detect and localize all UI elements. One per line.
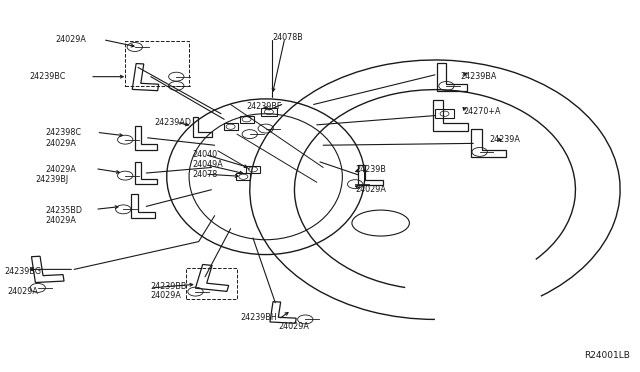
Text: 24029A: 24029A [45, 165, 76, 174]
Text: 24239B: 24239B [355, 165, 386, 174]
Text: 24049A: 24049A [192, 160, 223, 169]
Text: 24239A: 24239A [489, 135, 520, 144]
Text: 242398C: 242398C [45, 128, 81, 137]
Text: 24029A: 24029A [7, 287, 38, 296]
Text: 24235BD: 24235BD [45, 206, 83, 215]
Text: 24078: 24078 [192, 170, 218, 179]
Bar [186, 267, 237, 299]
Text: 24029A: 24029A [151, 291, 182, 300]
Text: 24239BF: 24239BF [246, 102, 282, 111]
Text: 24029A: 24029A [45, 216, 76, 225]
Text: 24239BA: 24239BA [461, 72, 497, 81]
Text: 24239BJ: 24239BJ [36, 175, 69, 184]
Text: 24029A: 24029A [55, 35, 86, 44]
Text: 24239AD: 24239AD [154, 118, 191, 127]
Text: 24029A: 24029A [355, 185, 386, 194]
Text: 24029A: 24029A [278, 322, 309, 331]
Text: 24029A: 24029A [45, 139, 76, 148]
Text: 24270+A: 24270+A [464, 108, 501, 116]
Text: 24040: 24040 [192, 150, 218, 159]
Text: 24078B: 24078B [272, 33, 303, 42]
Text: 24239BG: 24239BG [4, 267, 41, 276]
Text: 24239BB: 24239BB [151, 282, 187, 291]
Text: 24239BH: 24239BH [240, 313, 277, 322]
Text: 24239BC: 24239BC [29, 72, 66, 81]
Text: R24001LB: R24001LB [584, 351, 630, 360]
Bar [125, 41, 189, 86]
